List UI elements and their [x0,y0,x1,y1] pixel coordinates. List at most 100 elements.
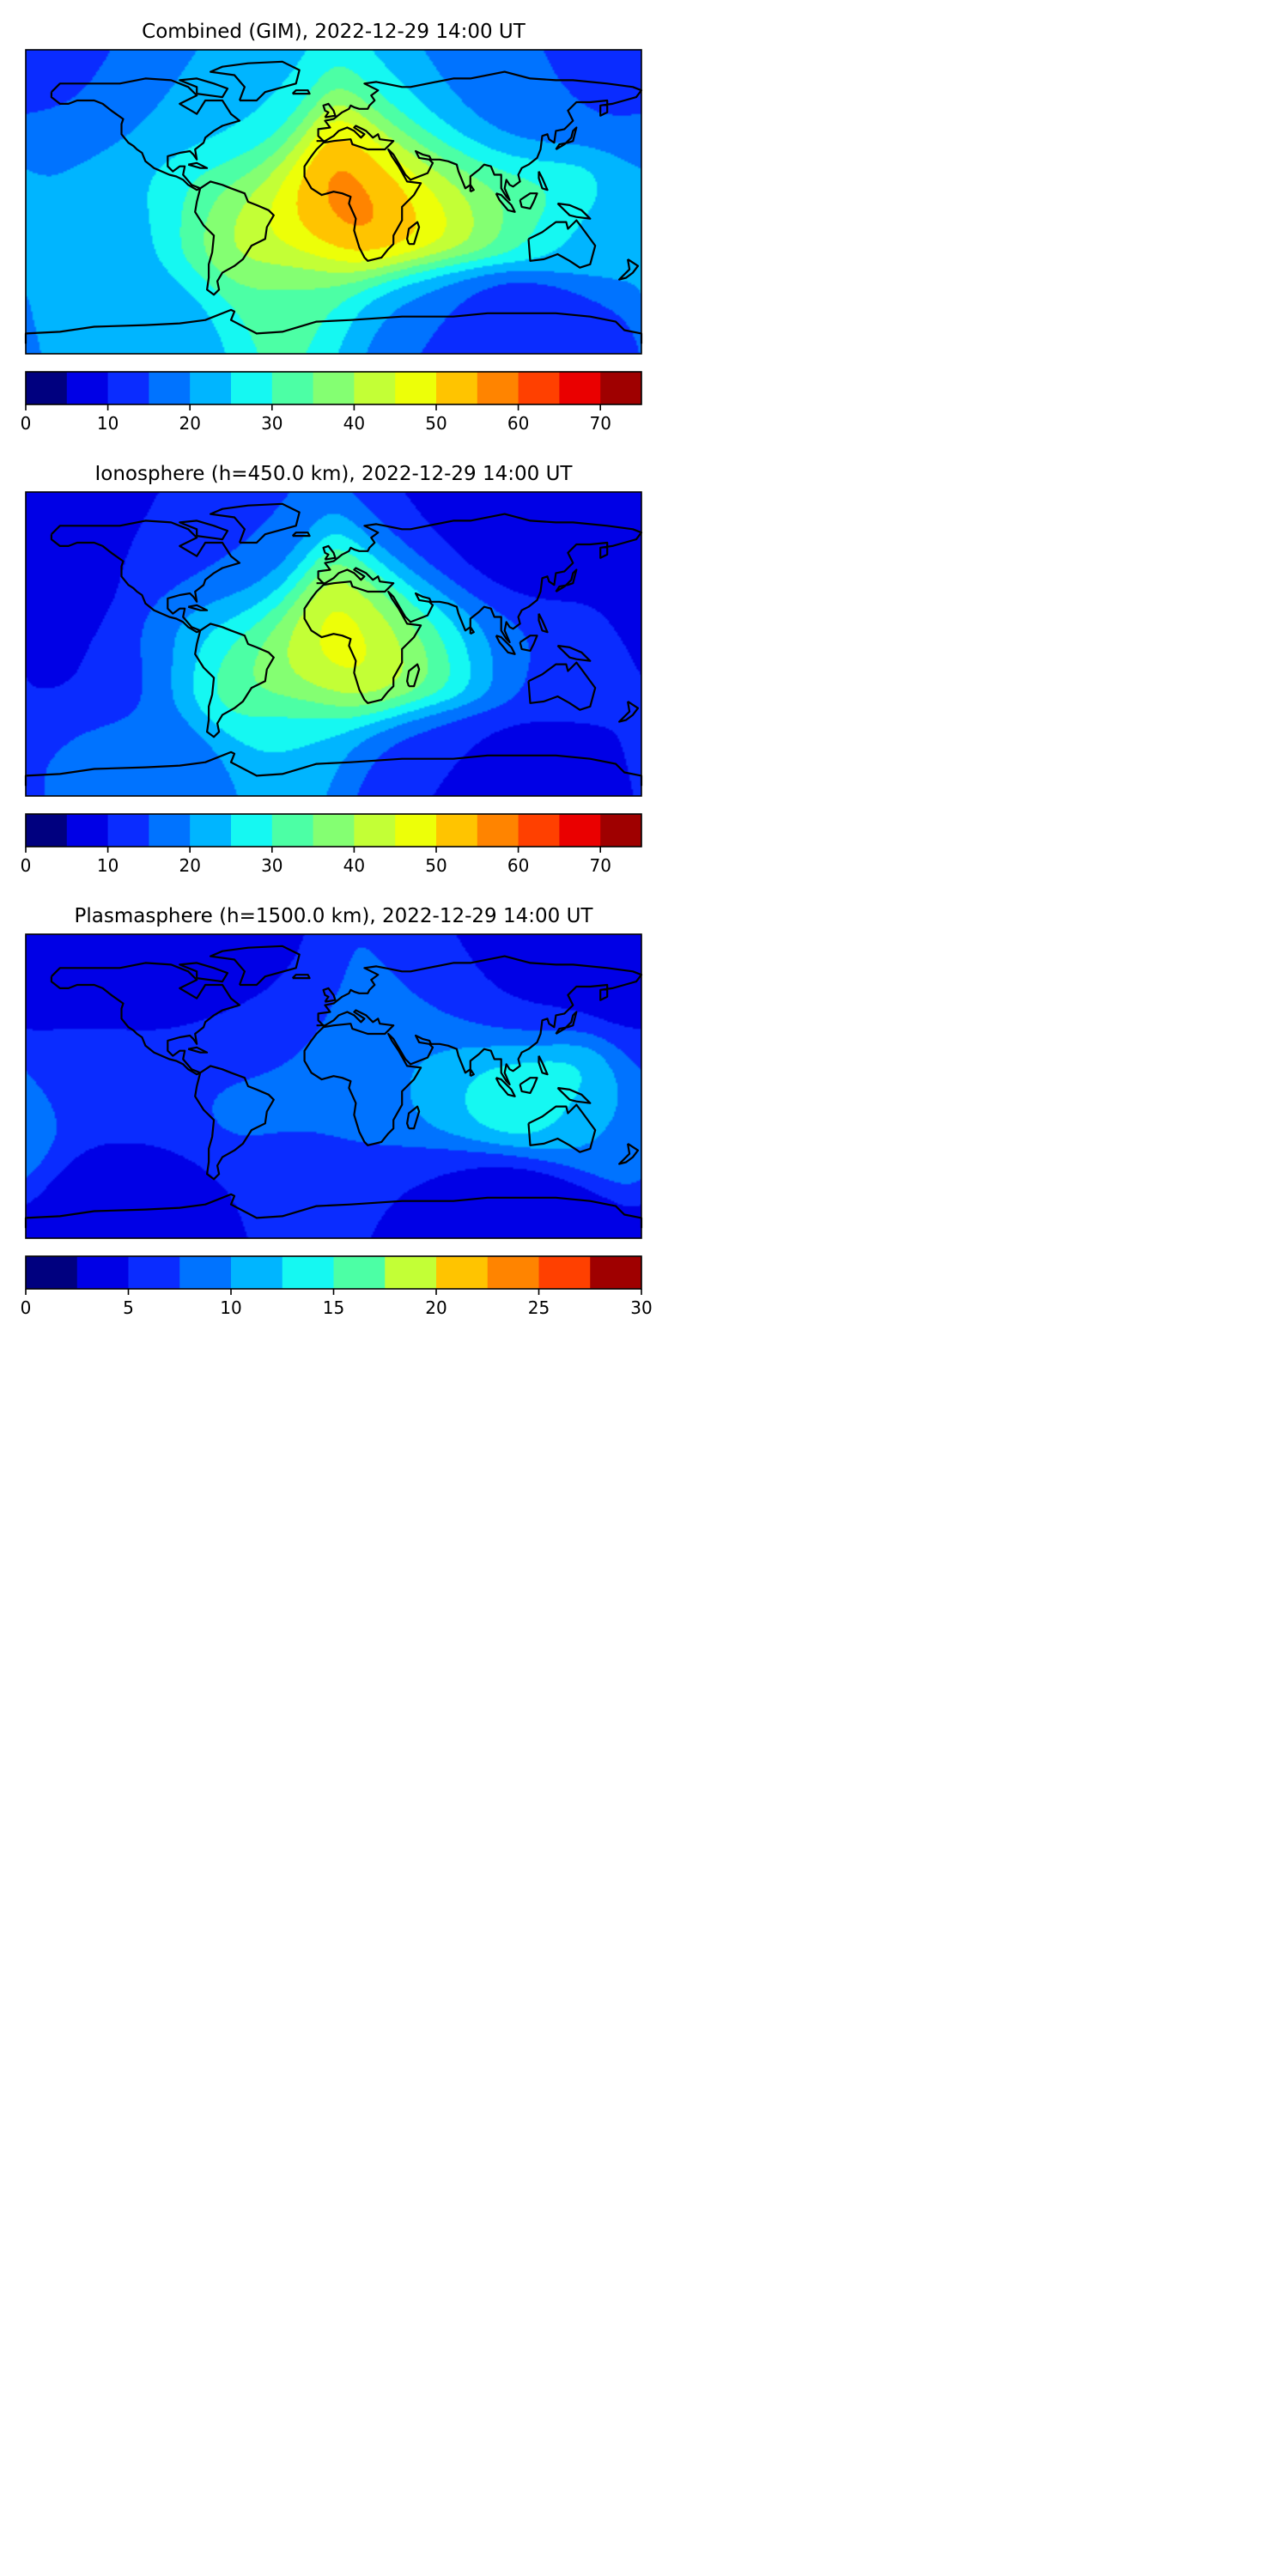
coastline-baffin-island [179,519,229,541]
coastline-antarctica [24,1193,643,1229]
coastline-new-guinea [556,644,592,662]
coastline-eurasia-africa [303,955,643,1146]
colorbar-swatch [271,814,314,847]
coastline-sri-lanka [469,626,475,635]
colorbar-swatch [538,1256,591,1289]
colorbar-swatch [395,372,437,404]
colorbar-tick-label: 30 [261,855,283,876]
colorbar-tick-label: 40 [343,413,365,434]
colorbar-tick-label: 70 [589,413,611,434]
colorbar-tick-label: 5 [123,1297,134,1318]
panel-title: Combined (GIM), 2022-12-29 14:00 UT [142,21,526,43]
coastline-new-zealand [617,700,640,723]
colorbar-swatch [600,372,642,404]
coastline-new-guinea [556,202,592,220]
colorbar-tick-label: 0 [21,1297,32,1318]
coastline-eurasia-africa [303,70,643,262]
tec-map-panel: Ionosphere (h=450.0 km), 2022-12-29 14:0… [21,463,643,876]
coastline-philippines [538,1055,549,1076]
colorbar-swatch [385,1256,437,1289]
colorbar-swatch [190,372,232,404]
colorbar-swatch [231,814,273,847]
coastline-cuba [187,604,209,611]
colorbar-swatch [76,1256,129,1289]
coastline-new-guinea [556,1086,592,1104]
colorbar-swatch [477,372,519,404]
colorbar-tick-label: 30 [630,1297,652,1318]
colorbar-swatch [66,372,109,404]
coastline-japan [555,1011,578,1035]
coastline-great-britain [322,544,337,561]
tec-map-panel: Plasmasphere (h=1500.0 km), 2022-12-29 1… [21,905,653,1318]
tec-contour-field [26,934,641,1238]
coastline-antarctica [24,308,643,344]
colorbar-swatch [231,372,273,404]
coastline-south-america [194,180,275,296]
coastline-madagascar [406,663,421,688]
colorbar-swatch [518,814,560,847]
colorbar-swatch [26,814,68,847]
colorbar: 0 10 20 30 40 50 60 70 [21,813,642,876]
coastline-philippines [538,171,549,191]
coastline-borneo [519,192,538,210]
colorbar-swatch [559,372,601,404]
colorbar: 0 10 20 30 40 50 60 70 [21,371,642,434]
coastline-sumatra [495,192,516,213]
coastline-north-america [50,962,241,1076]
coastline-antarctica [24,750,643,787]
colorbar-swatch [66,814,109,847]
colorbar-swatch [190,814,232,847]
colorbar-tick-label: 10 [97,413,118,434]
colorbar-tick-label: 10 [97,855,118,876]
coastline-borneo [519,635,538,653]
map-frame [25,491,642,797]
colorbar-swatch [107,372,149,404]
coastline-sumatra [495,635,516,655]
coastline-greenland [210,502,301,544]
coastline-baffin-island [179,77,229,99]
coastline-australia [527,1103,597,1153]
colorbar-tick-label: 60 [507,413,529,434]
colorbar-swatch [436,1256,489,1289]
colorbar: 0 5 10 15 20 25 30 [21,1255,653,1318]
coastline-australia [527,661,597,711]
colorbar-swatch [313,814,355,847]
colorbar-swatch [590,1256,642,1289]
coastline-japan [555,126,578,150]
coastline-philippines [538,613,549,634]
map-frame [25,49,642,355]
colorbar-frame [25,813,642,848]
coastline-iceland [291,974,311,980]
colorbar-swatch [600,814,642,847]
coastline-sri-lanka [469,1068,475,1078]
colorbar-tick-label: 10 [220,1297,241,1318]
colorbar-swatch [436,814,478,847]
colorbar-swatch [26,1256,78,1289]
colorbar-swatch [354,372,396,404]
coastline-borneo [519,1077,538,1095]
colorbar-swatch [107,814,149,847]
coastline-new-zealand [617,258,640,281]
colorbar-tick-label: 20 [179,855,200,876]
colorbar-tick-label: 60 [507,855,529,876]
panel-title: Plasmasphere (h=1500.0 km), 2022-12-29 1… [75,905,594,927]
colorbar-swatch [477,814,519,847]
colorbar-tick-label: 50 [425,413,447,434]
coastline-japan [555,568,578,592]
colorbar-tick-label: 70 [589,855,611,876]
colorbar-swatch [282,1256,334,1289]
coastline-north-america [50,519,241,634]
tec-contour-field [26,492,641,796]
colorbar-swatch [149,814,191,847]
coastline-australia [527,219,597,269]
coastline-great-britain [322,987,337,1003]
coastline-baffin-island [179,962,229,983]
colorbar-swatch [395,814,437,847]
map-frame [25,933,642,1239]
tec-map-panel: Combined (GIM), 2022-12-29 14:00 UT 0 10 20… [21,21,643,434]
coastline-cuba [187,161,209,169]
colorbar-swatch [436,372,478,404]
coastline-iceland [291,89,311,95]
colorbar-swatch [231,1256,283,1289]
